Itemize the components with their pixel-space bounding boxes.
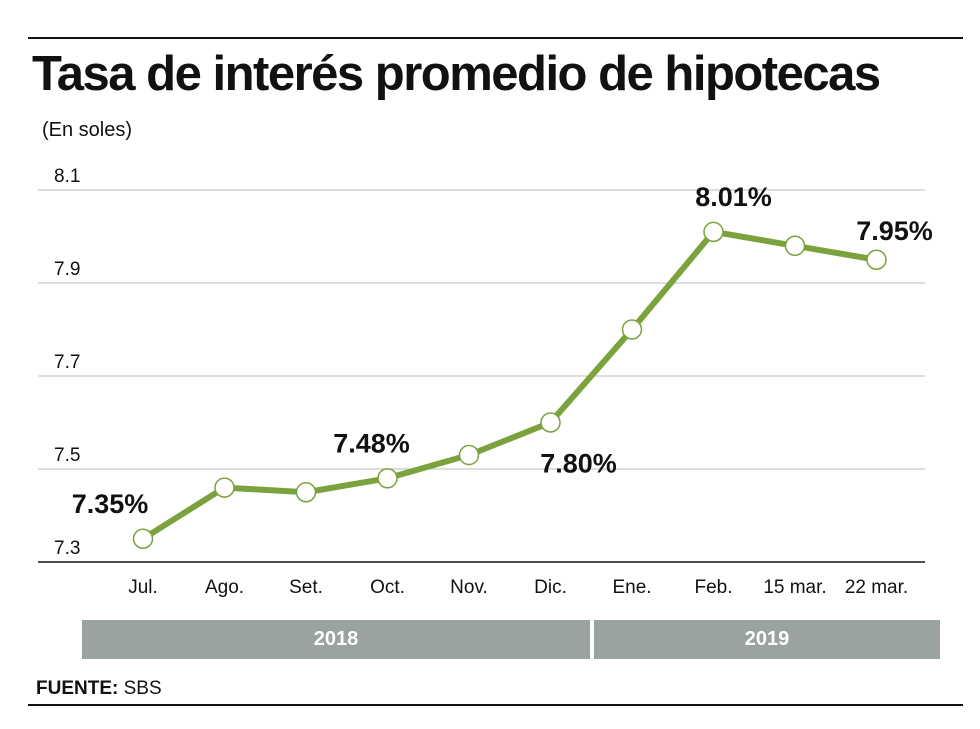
chart-title: Tasa de interés promedio de hipotecas [32, 47, 881, 101]
data-point [214, 477, 235, 498]
x-tick-label: Nov. [450, 577, 488, 598]
year-label-2019: 2019 [594, 620, 940, 659]
year-label-2018: 2018 [82, 620, 590, 659]
data-label: 8.01% [695, 182, 772, 212]
data-point [866, 249, 887, 270]
y-tick-label: 7.5 [54, 445, 80, 466]
y-tick-label: 8.1 [54, 166, 80, 187]
data-label: 7.48% [333, 428, 410, 458]
bottom-rule [28, 704, 963, 706]
data-point [132, 528, 154, 549]
x-tick-label: Jul. [128, 577, 158, 598]
chart-subtitle: (En soles) [42, 119, 133, 141]
x-tick-label: 15 mar. [763, 577, 826, 598]
x-tick-label: Set. [289, 577, 323, 598]
y-tick-label: 7.7 [54, 352, 80, 373]
y-tick-label: 7.3 [54, 538, 80, 559]
data-point [784, 235, 806, 257]
data-point [703, 221, 724, 243]
data-point [540, 412, 561, 433]
data-point [295, 482, 317, 503]
data-point [621, 319, 643, 340]
source-note: FUENTE: SBS [36, 678, 162, 700]
top-rule [28, 37, 963, 39]
x-tick-label: 22 mar. [845, 577, 908, 598]
series-line [140, 228, 880, 542]
data-label: 7.35% [72, 489, 149, 519]
data-point [458, 444, 480, 466]
source-label: FUENTE: [36, 678, 119, 699]
y-tick-label: 7.9 [54, 259, 80, 280]
x-tick-label: Ago. [205, 577, 244, 598]
data-label: 7.95% [856, 216, 933, 246]
x-tick-label: Ene. [612, 577, 651, 598]
x-tick-label: Feb. [694, 577, 732, 598]
data-point [377, 468, 398, 489]
x-tick-label: Dic. [534, 577, 567, 598]
x-tick-label: Oct. [370, 577, 405, 598]
source-value: SBS [123, 678, 162, 699]
data-label: 7.80% [540, 449, 617, 479]
